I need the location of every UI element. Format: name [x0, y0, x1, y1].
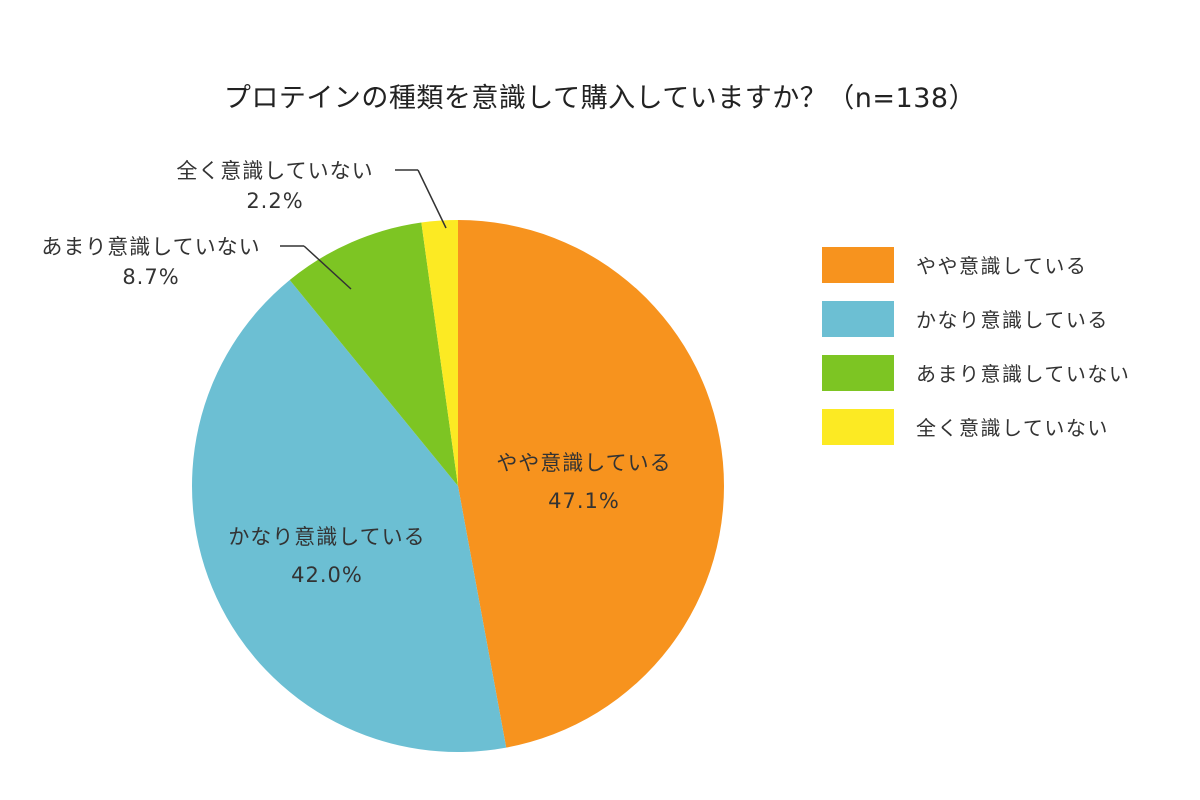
chart-title: プロテインの種類を意識して購入していますか？（n=138） — [223, 83, 977, 114]
slice-label-value: 47.1% — [548, 489, 620, 513]
slice-label-name: やや意識している — [496, 451, 672, 475]
legend-item: 全く意識していない — [822, 408, 1130, 445]
pie-slice-3 — [421, 220, 458, 486]
slice-label-name: 全く意識していない — [176, 159, 374, 183]
legend-swatch — [822, 300, 894, 337]
pie-slice-1 — [191, 279, 507, 753]
legend-swatch — [822, 354, 894, 391]
slice-label-name: あまり意識していない — [41, 235, 261, 259]
slice-label-value: 42.0% — [291, 563, 363, 587]
legend-item: あまり意識していない — [822, 354, 1130, 391]
slice-label-value: 8.7% — [122, 265, 180, 289]
legend: やや意識している かなり意識している あまり意識していない 全く意識していない — [822, 246, 1130, 462]
legend-swatch — [822, 246, 894, 283]
legend-label: かなり意識している — [916, 308, 1109, 332]
pie-slice-0 — [458, 220, 725, 748]
legend-label: やや意識している — [916, 254, 1088, 278]
slice-label-name: かなり意識している — [228, 525, 426, 549]
leader-line-slice2-diag — [303, 245, 352, 290]
legend-item: やや意識している — [822, 246, 1130, 283]
legend-label: あまり意識していない — [916, 362, 1131, 386]
legend-swatch — [822, 408, 894, 445]
pie-slice-2 — [289, 222, 458, 486]
legend-label: 全く意識していない — [916, 416, 1109, 440]
pie-slices — [191, 220, 725, 753]
legend-item: かなり意識している — [822, 300, 1130, 337]
slice-label-not-at-all: 全く意識していない 2.2% — [160, 156, 390, 216]
leader-line-slice3-diag — [417, 169, 447, 229]
slice-label-not-much: あまり意識していない 8.7% — [22, 232, 280, 292]
slice-label-value: 2.2% — [246, 189, 304, 213]
slice-label-somewhat: やや意識している 47.1% — [474, 448, 694, 516]
slice-label-very: かなり意識している 42.0% — [212, 522, 442, 590]
